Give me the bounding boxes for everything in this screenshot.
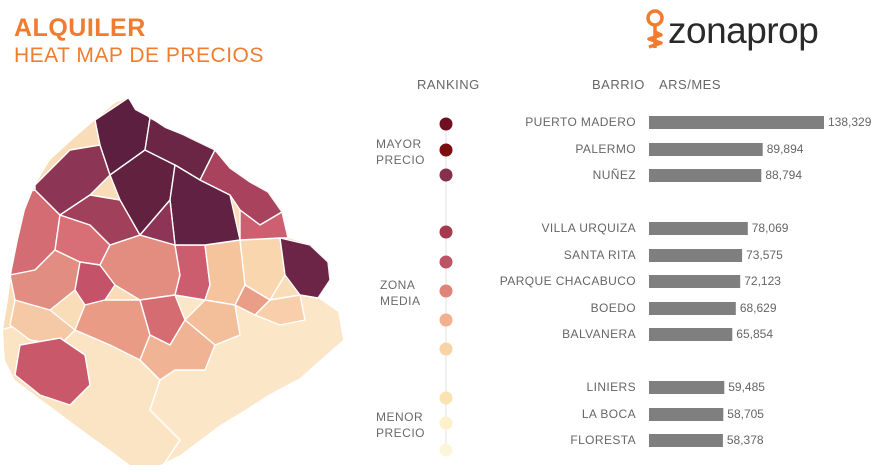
bar: [649, 434, 723, 447]
category-label: BALVANERA: [562, 327, 636, 341]
ranking-dot: [439, 391, 453, 405]
value-label: 78,069: [751, 221, 789, 235]
zone-label-line: MEDIA: [380, 294, 421, 308]
ranking-dot: [439, 284, 453, 298]
zone-label-line: MENOR: [376, 410, 424, 424]
column-header-barrio: BARRIO: [592, 77, 645, 92]
category-label: BOEDO: [590, 301, 636, 315]
ranking-dot: [439, 313, 453, 327]
zone-label-line: PRECIO: [376, 153, 426, 167]
bar: [649, 143, 763, 156]
zone-label-mayor-precio: MAYOR PRECIO: [376, 136, 425, 168]
ranking-dot: [439, 168, 453, 182]
zone-label-line: ZONA: [380, 278, 416, 292]
bar: [649, 408, 724, 421]
category-label: PALERMO: [575, 142, 636, 156]
category-label: PARQUE CHACABUCO: [499, 274, 636, 288]
bar: [649, 275, 741, 288]
category-label: FLORESTA: [570, 433, 636, 447]
value-label: 72,123: [744, 274, 781, 288]
category-label: VILLA URQUIZA: [541, 221, 636, 235]
ranking-dot: [439, 443, 453, 457]
category-label: NUÑEZ: [592, 168, 636, 182]
value-label: 73,575: [746, 248, 783, 262]
ranking-dot: [439, 225, 453, 239]
bar: [649, 328, 733, 341]
bar: [649, 222, 748, 235]
value-label: 59,485: [728, 380, 765, 394]
brand-logo-text: zonaprop: [668, 10, 819, 51]
bar: [649, 381, 725, 394]
zone-label-menor-precio: MENOR PRECIO: [376, 409, 425, 441]
ranking-dot: [439, 416, 453, 430]
bars: [649, 116, 824, 447]
value-label: 58,705: [727, 407, 764, 421]
value-label: 58,378: [726, 433, 764, 447]
category-label: LA BOCA: [581, 407, 636, 421]
value-label: 68,629: [739, 301, 777, 315]
zone-label-line: PRECIO: [376, 426, 426, 440]
ranking-dots: [439, 117, 453, 457]
zone-label-line: MAYOR: [376, 137, 422, 151]
category-label: PUERTO MADERO: [525, 115, 636, 129]
ranking-dot: [439, 255, 453, 269]
category-label: LINIERS: [586, 380, 636, 394]
heat-map: [3, 98, 343, 465]
bar: [649, 116, 824, 129]
value-label: 88,794: [765, 168, 803, 182]
value-label: 89,894: [766, 142, 804, 156]
ranking-dot: [439, 117, 453, 131]
value-label: 65,854: [736, 327, 773, 341]
key-icon: [646, 9, 664, 49]
ranking-dot: [439, 342, 453, 356]
column-header-ranking: RANKING: [417, 77, 480, 92]
bar: [649, 169, 762, 182]
zone-label-zona-media: ZONA MEDIA: [380, 277, 421, 309]
value-label: 138,329: [828, 115, 872, 129]
bar: [649, 302, 736, 315]
column-header-ars-mes: ARS/MES: [659, 77, 722, 92]
bar: [649, 249, 743, 262]
chart-title: ALQUILER: [14, 14, 146, 42]
category-label: SANTA RITA: [563, 248, 636, 262]
ranking-dot: [439, 143, 453, 157]
chart-subtitle: HEAT MAP DE PRECIOS: [14, 44, 264, 67]
